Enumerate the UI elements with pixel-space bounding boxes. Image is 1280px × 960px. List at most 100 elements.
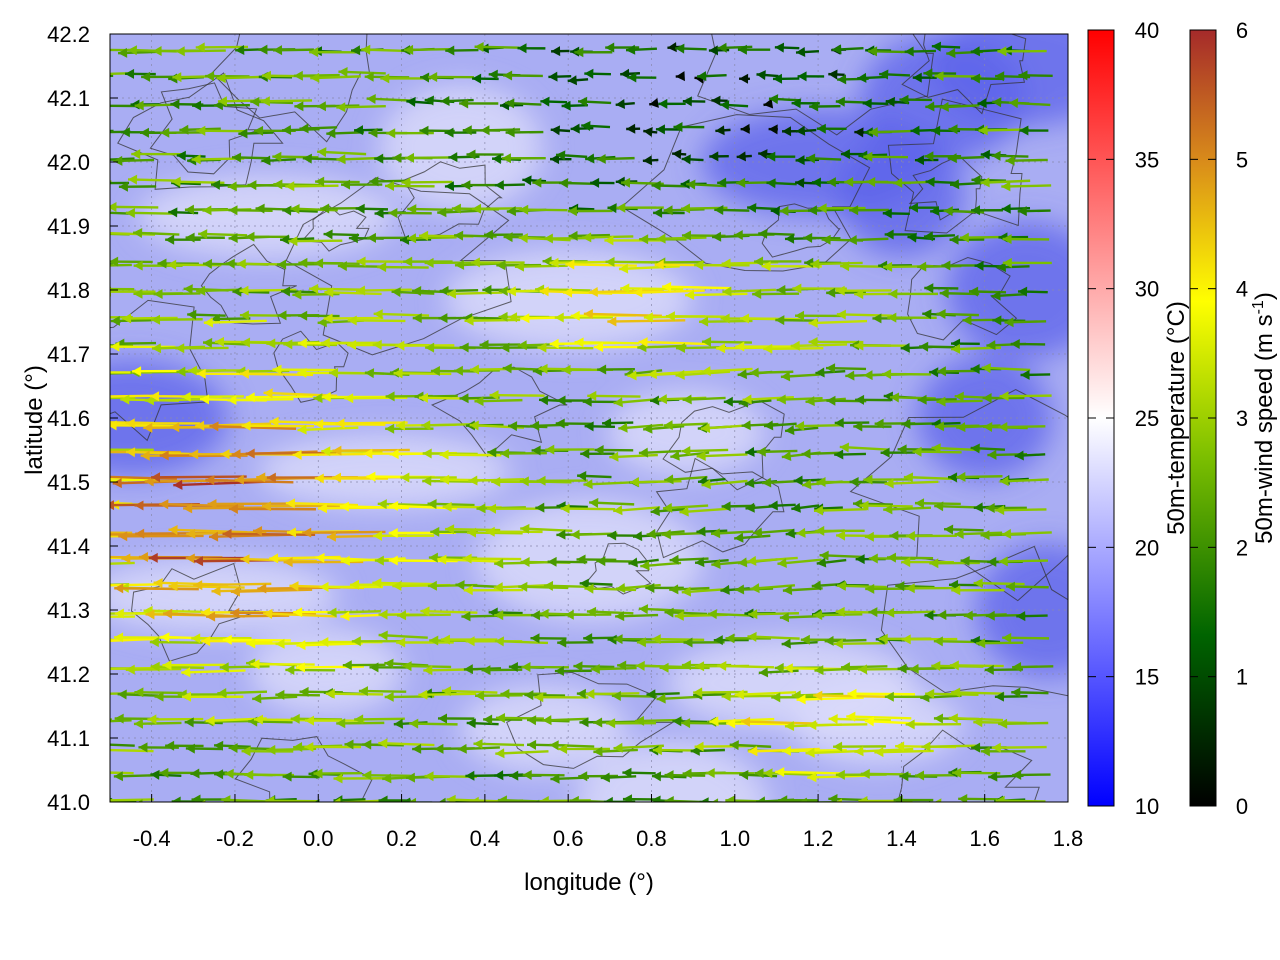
- wind-arrow: [522, 175, 547, 186]
- wind-arrow-head: [763, 768, 773, 779]
- x-tick-label: 0.0: [303, 826, 334, 851]
- wind-arrow: [114, 583, 199, 594]
- wind-arrow-head: [585, 153, 595, 164]
- wind-arrow-shaft: [813, 694, 889, 698]
- wind-arrow-shaft: [675, 370, 731, 377]
- wind-arrow-head: [737, 44, 747, 55]
- wind-arrow: [441, 686, 498, 697]
- wind-arrow-head: [89, 369, 98, 379]
- wind-arrow-head: [60, 176, 69, 186]
- wind-arrow-head: [681, 445, 691, 456]
- wind-arrow-head: [472, 203, 482, 214]
- wind-arrow: [110, 615, 135, 618]
- wind-arrow-head: [615, 99, 626, 110]
- wind-arrow: [290, 713, 343, 724]
- wind-arrow-head: [150, 769, 160, 780]
- wind-arrow-head: [125, 664, 135, 675]
- wind-arrow-head: [235, 45, 245, 56]
- wind-arrow: [655, 124, 680, 135]
- wind-arrow-head: [931, 660, 941, 671]
- wind-arrow-head: [540, 96, 550, 107]
- wind-arrow: [828, 714, 891, 725]
- wind-arrow-head: [333, 797, 341, 802]
- wind-arrow: [756, 70, 779, 81]
- wind-arrow: [550, 154, 572, 165]
- wind-arrow-head: [522, 769, 532, 780]
- wind-arrow: [582, 396, 618, 407]
- wind-arrow-head: [607, 316, 617, 327]
- wind-arrow-head: [696, 526, 706, 537]
- wind-arrow-shaft: [110, 771, 134, 775]
- wind-arrow: [317, 147, 367, 158]
- x-tick-label: 1.2: [803, 826, 834, 851]
- wind-arrow: [134, 687, 182, 698]
- x-tick-label: -0.4: [133, 826, 171, 851]
- wind-arrow: [934, 71, 982, 82]
- wind-arrow-head: [494, 610, 504, 621]
- wind-arrow-head: [840, 149, 850, 160]
- wind-arrow-head: [681, 718, 691, 729]
- wind-arrow: [711, 798, 752, 802]
- wind-arrow-head: [518, 581, 528, 592]
- wind-arrow-shaft: [726, 722, 796, 726]
- wind-arrow-head: [315, 176, 325, 187]
- wind-arrow-head: [658, 98, 668, 109]
- wind-arrow-head: [112, 478, 122, 489]
- wind-arrow-head: [783, 663, 793, 674]
- wind-arrow: [925, 688, 979, 699]
- wind-arrow: [150, 314, 203, 325]
- wind-arrow-head: [135, 528, 145, 539]
- wind-arrow-head: [437, 713, 448, 724]
- wind-arrow: [377, 499, 432, 510]
- wind-arrow: [110, 263, 132, 267]
- wind-arrow: [941, 260, 981, 271]
- wind-arrow: [285, 181, 339, 192]
- wind-arrow: [748, 609, 799, 620]
- wind-arrow-head: [982, 393, 992, 404]
- wind-arrow-head: [593, 717, 603, 728]
- wind-arrow-head: [573, 661, 583, 672]
- wind-arrow-head: [253, 714, 264, 725]
- wind-arrow-head: [951, 585, 961, 596]
- wind-arrow-head: [868, 127, 878, 138]
- wind-arrow-head: [122, 313, 132, 324]
- wind-arrow-head: [854, 340, 864, 351]
- wind-arrow-head: [445, 45, 455, 56]
- wind-arrow-head: [134, 100, 144, 111]
- wind-arrow-head: [58, 204, 67, 214]
- wind-arrow-head: [347, 340, 357, 351]
- wind-arrow-head: [821, 234, 831, 245]
- wind-arrow-head: [707, 609, 717, 620]
- wind-arrow-head: [217, 688, 227, 699]
- wind-arrow-head: [503, 70, 513, 81]
- wind-arrow-head: [454, 259, 465, 270]
- wind-arrow: [125, 664, 182, 675]
- wind-colorbar-label: 50m-wind speed (m s-1): [1250, 292, 1278, 544]
- wind-arrow-head: [701, 366, 711, 377]
- wind-arrow-head: [800, 634, 810, 645]
- wind-arrow: [110, 211, 133, 215]
- wind-arrow-head: [970, 363, 980, 374]
- wind-arrow-head: [397, 610, 407, 621]
- wind-arrow-head: [774, 662, 784, 673]
- wind-arrow-head: [430, 366, 440, 377]
- wind-arrow-head: [191, 154, 201, 165]
- wind-arrow-head: [269, 553, 279, 564]
- wind-arrow: [681, 586, 727, 597]
- wind-arrow-head: [374, 208, 384, 219]
- wind-vectors: [58, 41, 1054, 802]
- wind-arrow-head: [690, 745, 700, 756]
- wind-arrow-head: [117, 689, 127, 700]
- wind-arrow-head: [819, 550, 829, 561]
- wind-arrow: [181, 391, 244, 402]
- wind-arrow: [378, 738, 435, 749]
- wind-arrow-head: [716, 343, 726, 354]
- wind-arrow-head: [555, 418, 565, 429]
- wind-arrow-head: [319, 581, 329, 592]
- wind-arrow-head: [835, 96, 845, 107]
- wind-arrow: [567, 75, 589, 86]
- wind-arrow-head: [220, 449, 230, 460]
- wind-arrow-head: [483, 714, 493, 725]
- wind-arrow-head: [206, 611, 216, 622]
- wind-arrow-head: [714, 205, 724, 216]
